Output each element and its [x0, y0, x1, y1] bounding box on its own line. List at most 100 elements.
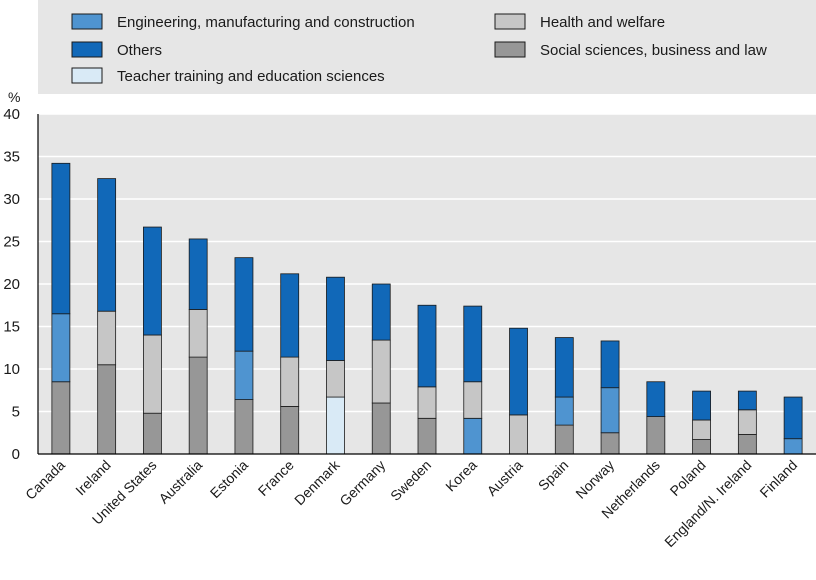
- y-tick-labels: 0 5 10 15 20 25 30 35 40: [3, 106, 20, 463]
- x-category-label: Spain: [535, 457, 572, 494]
- bar-segment: [371, 402, 391, 455]
- bar-segment: [783, 396, 803, 440]
- bar-stack: [692, 390, 711, 455]
- bar-stack: [326, 276, 345, 455]
- bar-layer: [51, 162, 803, 455]
- y-tick-label: 25: [3, 234, 20, 251]
- bar-segment: [371, 339, 391, 404]
- bar-segment: [326, 396, 345, 455]
- bar-stack: [371, 283, 391, 455]
- y-tick-label: 30: [3, 191, 20, 208]
- bar-segment: [600, 432, 620, 455]
- legend-swatch-social: [494, 41, 526, 58]
- legend-background: [38, 0, 816, 94]
- x-category-label: Ireland: [72, 457, 114, 499]
- bar-stack: [600, 340, 620, 455]
- x-category-label: Australia: [155, 457, 205, 507]
- bar-segment: [280, 273, 300, 358]
- legend-label-engineering: Engineering, manufacturing and construct…: [117, 14, 415, 31]
- bar-segment: [280, 356, 300, 407]
- bar-segment: [417, 417, 437, 455]
- bar-segment: [692, 439, 711, 455]
- legend-swatch-teacher: [71, 67, 103, 84]
- y-tick-label: 35: [3, 149, 20, 166]
- bar-segment: [737, 390, 757, 411]
- bar-stack: [143, 226, 162, 455]
- bar-stack: [417, 304, 437, 455]
- bar-stack: [280, 273, 300, 455]
- legend-label-social: Social sciences, business and law: [540, 42, 767, 59]
- x-category-label: Korea: [442, 457, 480, 495]
- x-category-label: England/N. Ireland: [661, 457, 754, 550]
- bar-segment: [417, 386, 437, 419]
- bar-segment: [280, 405, 300, 455]
- bar-segment: [783, 438, 803, 455]
- bar-segment: [143, 226, 162, 336]
- bar-segment: [326, 360, 345, 398]
- x-category-label: Sweden: [387, 457, 434, 504]
- bar-segment: [600, 387, 620, 434]
- bar-segment: [737, 409, 757, 435]
- legend-swatch-health: [494, 13, 526, 30]
- bar-segment: [143, 334, 162, 414]
- bar-segment: [234, 350, 254, 400]
- bar-segment: [463, 381, 483, 419]
- x-category-label: Finland: [756, 457, 800, 501]
- y-tick-label: 40: [3, 106, 20, 123]
- y-tick-label: 15: [3, 319, 20, 336]
- bar-stack: [97, 178, 117, 455]
- bar-segment: [463, 305, 483, 383]
- bar-segment: [554, 424, 574, 455]
- bar-segment: [51, 313, 71, 383]
- y-axis-unit-label: %: [8, 89, 20, 105]
- bar-segment: [554, 396, 574, 426]
- bar-stack: [234, 257, 254, 455]
- bar-stack: [188, 238, 208, 455]
- bar-segment: [188, 309, 208, 358]
- x-category-label: Austria: [484, 457, 526, 499]
- legend-label-teacher: Teacher training and education sciences: [117, 68, 385, 85]
- x-category-label: Norway: [572, 457, 617, 502]
- x-category-label: Poland: [667, 457, 709, 499]
- bar-segment: [463, 417, 483, 455]
- y-tick-label: 20: [3, 276, 20, 293]
- bar-segment: [51, 162, 71, 315]
- legend-swatch-others: [71, 41, 103, 58]
- bar-segment: [143, 412, 162, 455]
- bar-segment: [188, 238, 208, 310]
- bar-stack: [51, 162, 71, 455]
- legend-label-others: Others: [117, 42, 162, 59]
- legend-swatch-engineering: [71, 13, 103, 30]
- bar-segment: [646, 416, 666, 455]
- bar-stack: [646, 381, 666, 455]
- bar-segment: [97, 364, 117, 455]
- bar-segment: [188, 356, 208, 455]
- bar-stack: [463, 305, 483, 455]
- bar-segment: [737, 434, 757, 455]
- bar-segment: [692, 390, 711, 421]
- x-category-label: Canada: [22, 457, 68, 503]
- bar-segment: [97, 178, 117, 312]
- bar-segment: [692, 419, 711, 440]
- x-category-label: Germany: [336, 457, 388, 509]
- y-tick-label: 10: [3, 361, 20, 378]
- bar-segment: [646, 381, 666, 417]
- bar-segment: [97, 310, 117, 366]
- bar-segment: [554, 337, 574, 398]
- legend-label-health: Health and welfare: [540, 14, 665, 31]
- bar-stack: [783, 396, 803, 455]
- bar-segment: [371, 283, 391, 341]
- bar-segment: [600, 340, 620, 389]
- bar-segment: [509, 327, 528, 416]
- bar-stack: [554, 337, 574, 455]
- x-category-label: Estonia: [207, 457, 251, 501]
- bar-segment: [326, 276, 345, 361]
- bar-segment: [234, 257, 254, 352]
- bar-segment: [51, 381, 71, 455]
- y-tick-label: 5: [12, 404, 20, 421]
- bar-segment: [234, 399, 254, 455]
- x-category-label: France: [255, 457, 297, 499]
- bar-stack: [737, 390, 757, 455]
